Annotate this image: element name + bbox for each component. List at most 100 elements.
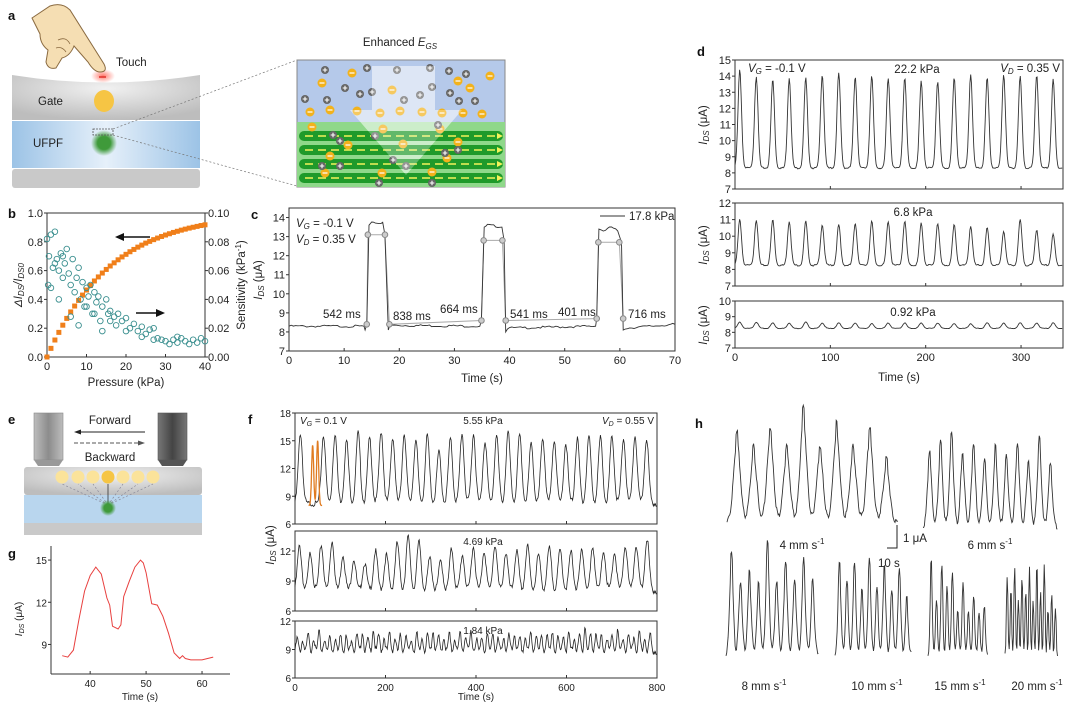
y-tick-label: 9 (285, 492, 291, 503)
x-tick-label: 20 (120, 361, 132, 373)
response-point (166, 231, 172, 237)
speed-trace (725, 540, 819, 657)
d-pressure-label-3: 0.92 kPa (890, 307, 936, 319)
c-ylabel: IDS (μA) (253, 260, 266, 300)
y-tick-label: 0.6 (28, 266, 43, 278)
plus-glyph (319, 163, 325, 169)
scale-bar-current: 1 μA (903, 533, 927, 545)
x-tick-label: 40 (199, 361, 211, 373)
sensitivity-point (43, 235, 51, 243)
y-tick-label: 12 (280, 617, 292, 628)
x-tick-label: 600 (558, 683, 575, 694)
response-point (170, 229, 176, 235)
response-point (60, 322, 66, 328)
sensitivity-point (55, 267, 63, 274)
probe-left-icon (33, 412, 64, 466)
x-tick-label: 0 (292, 683, 298, 694)
y-tick-label: 13 (273, 232, 285, 244)
c-rise-time-3: 401 ms (558, 307, 596, 319)
f-ylabel: IDS (μA) (265, 525, 278, 565)
arrowhead-icon (497, 161, 503, 167)
response-point (174, 228, 180, 234)
sensitivity-point (102, 296, 110, 303)
current-trace (62, 559, 214, 661)
sensitivity-point (122, 314, 130, 322)
scale-bar: 1 μA 10 s (878, 525, 927, 570)
response-point (123, 251, 129, 257)
x-tick-label: 10 (80, 361, 92, 373)
sensitivity-point (44, 281, 52, 289)
panel-g-chart: g IDS (μA) Time (s) 40 50 60 9 12 15 (8, 546, 230, 703)
sensitivity-point (91, 310, 98, 318)
response-point (135, 244, 141, 250)
transition-marker (619, 315, 627, 322)
x-tick-label: 400 (468, 683, 485, 694)
sensitivity-point (122, 327, 130, 335)
plus-glyph (369, 89, 375, 95)
y-tick-label: 10 (719, 296, 731, 308)
plus-glyph (322, 67, 328, 73)
sensitivity-point (93, 299, 100, 306)
y-right-tick-label: 0.02 (208, 323, 229, 335)
gate-dot (94, 90, 114, 112)
panel-f-chart: f VG = 0.1 V VD = 0.55 V 5.55 kPa 4.69 k… (248, 409, 666, 703)
c-fall-time-2: 541 ms (510, 309, 548, 321)
d-xlabel: Time (s) (878, 372, 920, 384)
current-trace (734, 69, 1063, 170)
y-tick-label: 9 (725, 152, 731, 164)
y-tick-label: 9 (279, 308, 285, 320)
sensitivity-point (89, 310, 96, 318)
sensitivity-point (150, 336, 157, 343)
f-subplot-2: 6 9 12 (280, 530, 658, 618)
plus-glyph (376, 180, 382, 186)
y-tick-label: 12 (273, 251, 285, 263)
speed-label: 4 mm s-1 (780, 537, 825, 552)
field-arrow (350, 66, 462, 175)
sensitivity-point (118, 317, 126, 325)
plus-glyph (456, 98, 462, 104)
speed-label: 8 mm s-1 (742, 678, 787, 693)
plus-glyph (357, 91, 363, 97)
response-point (194, 223, 200, 229)
panel-b-chart: b ΔIDS/IDS0 Sensitivity (kPa-1) Pressure… (8, 206, 248, 389)
field-arrow-overlay (350, 66, 462, 175)
sensitivity-point (150, 324, 157, 332)
response-point (72, 303, 78, 309)
y-tick-label: 12 (36, 598, 48, 609)
gate-dot (131, 470, 145, 484)
panel-d-chart: d VG = -0.1 V VD = 0.35 V 22.2 kPa 6.8 k… (697, 44, 1064, 384)
d-ylabel-3: IDS (μA) (698, 305, 711, 345)
response-point (139, 242, 145, 248)
touch-label: Touch (116, 57, 147, 69)
signal-ray (107, 483, 154, 506)
response-point (52, 337, 58, 343)
y-tick-label: 15 (719, 55, 731, 67)
highlighted-cycle (308, 440, 323, 507)
y-tick-label: 8 (725, 264, 731, 276)
d-vd-label: VD = 0.35 V (1000, 63, 1060, 76)
response-point (103, 266, 109, 272)
response-point (182, 226, 188, 232)
response-point (56, 329, 62, 335)
y-tick-label: 0.0 (28, 352, 43, 364)
response-point (151, 237, 157, 243)
x-tick-label: 0 (732, 352, 738, 364)
speed-label: 6 mm s-1 (968, 537, 1013, 552)
panel-h-chart: h 1 μA 10 s 4 mm s-1 6 mm s-1 8 mm s-1 10 m… (695, 403, 1063, 693)
y-tick-label: 11 (720, 120, 731, 132)
zoomed-channel-diagram (296, 59, 506, 188)
transition-marker (616, 239, 623, 246)
sensitivity-point (79, 278, 86, 286)
current-trace (734, 219, 1063, 267)
x-tick-label: 50 (141, 679, 153, 690)
plot-frame (734, 59, 1064, 190)
d-subplot-1: 7 8 9 10 11 12 13 14 15 (719, 55, 1064, 196)
plus-glyph (390, 157, 396, 163)
sensitivity-point (63, 245, 71, 253)
d-ylabel-2: IDS (μA) (698, 225, 711, 265)
f-pressure-label-1: 5.55 kPa (463, 416, 503, 427)
response-point (111, 260, 117, 266)
d-subplot-3: 0 100 200 300 7 8 9 10 (719, 296, 1064, 364)
plus-glyph (435, 122, 441, 128)
ufpf-label: UFPF (33, 138, 63, 150)
